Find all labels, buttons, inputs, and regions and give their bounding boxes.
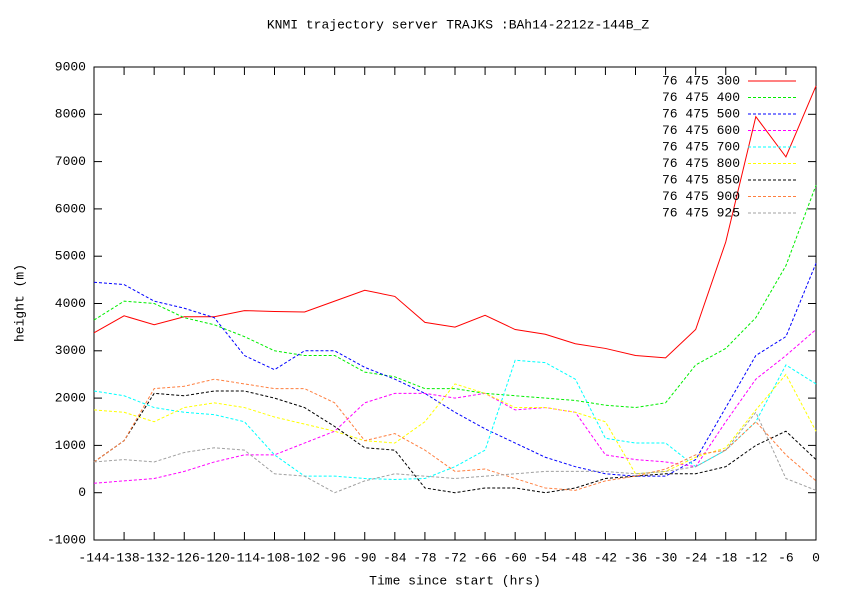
x-tick-label: -114 bbox=[229, 550, 260, 565]
x-tick-label: -132 bbox=[139, 550, 170, 565]
x-tick-label: -144 bbox=[78, 550, 109, 565]
legend-label: 76 475 900 bbox=[662, 189, 740, 204]
chart-title: KNMI trajectory server TRAJKS :BAh14-221… bbox=[267, 17, 649, 32]
x-tick-label: -6 bbox=[778, 550, 794, 565]
series-line bbox=[93, 411, 817, 494]
y-tick-label: 6000 bbox=[55, 201, 86, 216]
legend-label: 76 475 500 bbox=[662, 106, 740, 121]
x-tick-label: -30 bbox=[654, 550, 677, 565]
x-tick-label: -54 bbox=[534, 550, 558, 565]
legend-label: 76 475 700 bbox=[662, 139, 740, 154]
y-tick-label: 3000 bbox=[55, 343, 86, 358]
x-tick-label: -12 bbox=[744, 550, 767, 565]
legend-label: 76 475 300 bbox=[662, 73, 740, 88]
x-tick-label: -42 bbox=[594, 550, 617, 565]
series-line bbox=[93, 378, 817, 491]
y-tick-label: 4000 bbox=[55, 296, 86, 311]
x-tick-label: -90 bbox=[353, 550, 376, 565]
series-line bbox=[93, 85, 817, 359]
x-tick-label: -18 bbox=[714, 550, 737, 565]
x-tick-label: -102 bbox=[289, 550, 320, 565]
legend-label: 76 475 850 bbox=[662, 172, 740, 187]
x-tick-label: -108 bbox=[259, 550, 290, 565]
x-tick-label: -24 bbox=[684, 550, 708, 565]
legend-label: 76 475 800 bbox=[662, 156, 740, 171]
series-line bbox=[93, 263, 817, 477]
y-axis-label: height (m) bbox=[12, 264, 27, 342]
x-tick-label: -138 bbox=[108, 550, 139, 565]
series-line bbox=[93, 359, 817, 480]
legend-label: 76 475 600 bbox=[662, 123, 740, 138]
x-tick-label: -36 bbox=[624, 550, 647, 565]
x-tick-label: -60 bbox=[503, 550, 526, 565]
y-tick-label: 2000 bbox=[55, 391, 86, 406]
y-tick-label: 1000 bbox=[55, 438, 86, 453]
x-tick-label: -120 bbox=[199, 550, 230, 565]
plot-border bbox=[93, 66, 817, 541]
legend-label: 76 475 400 bbox=[662, 90, 740, 105]
y-tick-label: 0 bbox=[78, 485, 86, 500]
x-tick-label: -84 bbox=[383, 550, 407, 565]
series-line bbox=[93, 373, 817, 475]
x-tick-label: -72 bbox=[443, 550, 466, 565]
y-tick-label: 7000 bbox=[55, 154, 86, 169]
y-tick-label: -1000 bbox=[47, 532, 86, 547]
x-tick-label: -66 bbox=[473, 550, 496, 565]
x-tick-label: 0 bbox=[812, 550, 820, 565]
x-tick-label: -96 bbox=[323, 550, 346, 565]
x-axis-label: Time since start (hrs) bbox=[369, 573, 541, 588]
y-tick-label: 8000 bbox=[55, 107, 86, 122]
x-tick-label: -48 bbox=[564, 550, 587, 565]
y-tick-label: 9000 bbox=[55, 59, 86, 74]
legend-label: 76 475 925 bbox=[662, 205, 740, 220]
x-tick-label: -126 bbox=[169, 550, 200, 565]
y-tick-label: 5000 bbox=[55, 249, 86, 264]
series-line bbox=[93, 390, 817, 494]
x-tick-label: -78 bbox=[413, 550, 436, 565]
